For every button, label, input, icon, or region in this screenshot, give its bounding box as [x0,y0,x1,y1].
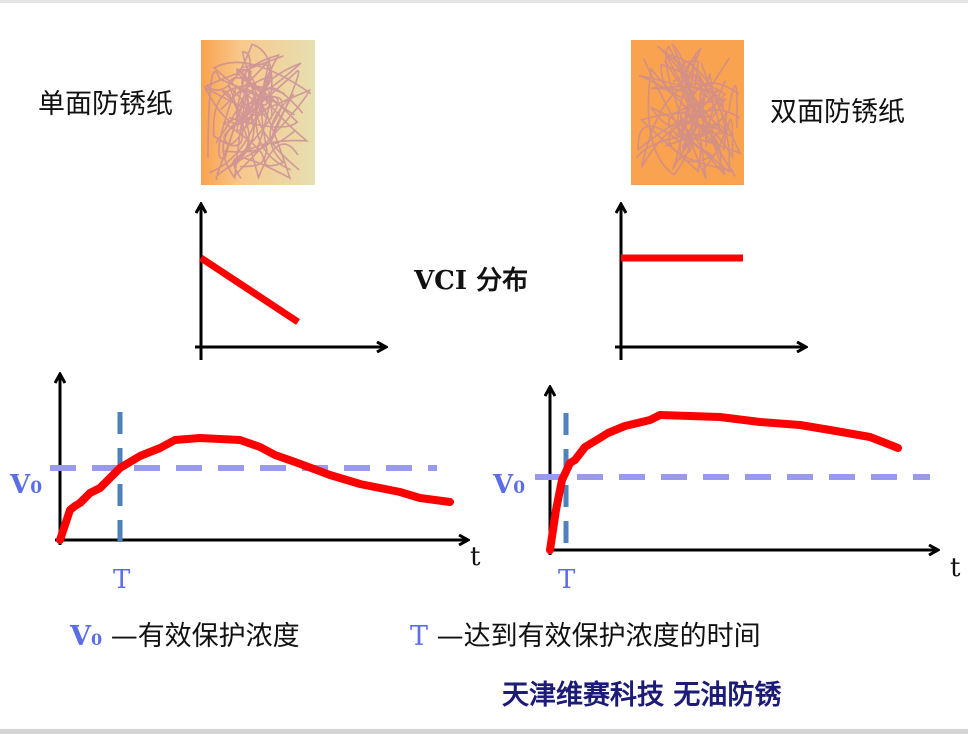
v0-letter: V [70,621,91,652]
v0-subscript: 0 [90,630,103,649]
vci-decreasing-line [199,255,300,325]
scribble-stroke [637,63,741,152]
single-side-label: 单面防锈纸 [38,89,173,120]
double-side-vci-chart [615,205,805,360]
concentration-curve [546,411,902,554]
legend-t: T —达到有效保护浓度的时间 [410,614,761,653]
scribble-stroke [642,58,731,174]
scribble-stroke [222,68,292,180]
t-symbol: T [410,621,429,652]
time-axis-label: t [950,553,961,583]
double-side-label: 双面防锈纸 [770,97,905,128]
scribble-stroke [667,74,738,142]
double-side-paper-image [631,40,744,185]
t-description: —达到有效保护浓度的时间 [436,621,761,652]
bottom-border [0,729,968,734]
single-side-vci-chart [195,205,385,360]
v0-subscript: 0 [513,478,526,498]
vci-distribution-label: VCI 分布 [414,266,529,296]
v0-description: —有效保护浓度 [110,621,300,652]
v0-symbol: V0 [70,621,102,652]
t-label: T [113,565,131,595]
single-side-paper-image [201,40,315,185]
scribble-stroke [212,76,299,147]
time-axis-label: t [470,542,481,572]
t-label: T [558,565,576,595]
v0-symbol: V [10,470,31,500]
double-side-concentration-chart [535,388,937,557]
v0-label: V0 [493,470,525,500]
v0-subscript: 0 [30,478,43,498]
scribble-stroke [649,60,727,162]
single-side-concentration-chart [50,375,467,550]
top-border [0,0,968,3]
concentration-curve [56,434,454,544]
v0-label: V0 [10,470,42,500]
scribble-stroke [639,51,702,173]
v0-symbol: V [493,470,514,500]
footer-brand: 天津维赛科技 无油防锈 [502,680,782,711]
legend-v0: V0 —有效保护浓度 [70,614,300,653]
